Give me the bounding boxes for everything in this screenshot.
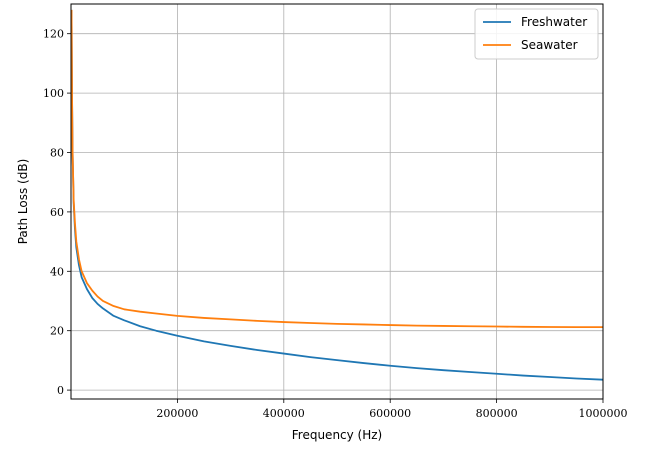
y-axis-label: Path Loss (dB): [16, 159, 30, 245]
y-tick-label: 0: [57, 384, 64, 397]
legend: Freshwater Seawater: [474, 8, 599, 60]
x-tick-label: 200000: [156, 407, 198, 420]
y-tick-label: 120: [43, 28, 64, 41]
axis-ticks: 200000 400000 600000 800000 1000000 0 20 40 60 80…: [43, 28, 628, 420]
y-tick-label: 60: [50, 206, 64, 219]
y-tick-label: 100: [43, 87, 64, 100]
x-tick-label: 800000: [476, 407, 518, 420]
x-tick-label: 400000: [263, 407, 305, 420]
y-tick-label: 80: [50, 146, 64, 159]
legend-label-freshwater: Freshwater: [521, 15, 587, 29]
legend-label-seawater: Seawater: [521, 38, 578, 52]
grid: [71, 4, 604, 399]
series-lines: [70, 9, 604, 381]
x-tick-label: 600000: [369, 407, 411, 420]
plot-frame: [70, 3, 604, 400]
x-axis-label: Frequency (Hz): [292, 428, 383, 442]
seawater-line: [70, 9, 603, 329]
y-tick-label: 40: [50, 265, 64, 278]
y-tick-label: 20: [50, 325, 64, 338]
x-tick-label: 1000000: [579, 407, 628, 420]
